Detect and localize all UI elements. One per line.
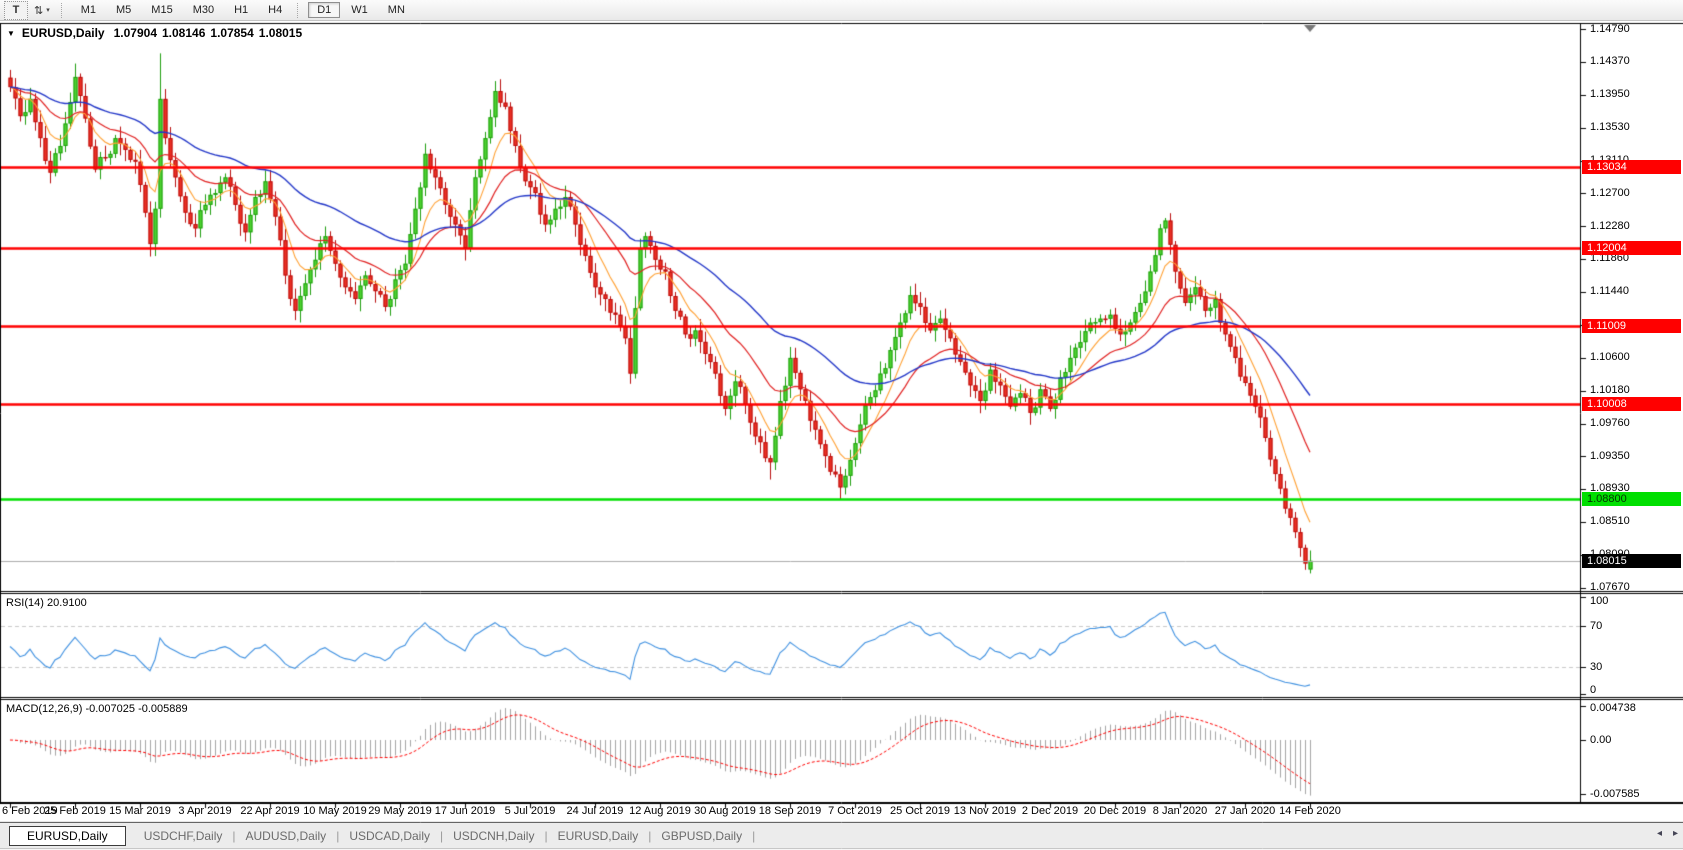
- tf-button-M15[interactable]: M15: [151, 4, 173, 16]
- chart-tab-2[interactable]: AUDUSD,Daily: [245, 828, 327, 843]
- tab-separator: |: [232, 828, 236, 843]
- level-price-tag: 1.11009: [1582, 318, 1681, 333]
- date-tick-label: 30 Aug 2019: [694, 805, 756, 817]
- date-tick-label: 14 Feb 2020: [1279, 805, 1341, 817]
- price-tick-label: 1.10180: [1590, 384, 1630, 397]
- date-tick-label: 25 Oct 2019: [890, 805, 950, 817]
- date-tick-label: 17 Jun 2019: [434, 805, 496, 817]
- tf-button-M30[interactable]: M30: [192, 4, 215, 16]
- chart-tab-3[interactable]: USDCAD,Daily: [349, 828, 430, 843]
- date-tick-label: 24 Jul 2019: [566, 805, 624, 817]
- date-tick-label: 13 Nov 2019: [953, 805, 1017, 817]
- price-tick-label: 1.12280: [1590, 219, 1630, 232]
- date-tick-label: 27 Jan 2020: [1214, 805, 1276, 817]
- level-price-tag: 1.10008: [1582, 397, 1681, 412]
- level-price-tag: 1.08800: [1582, 492, 1681, 507]
- chart-title: ▼ EURUSD,Daily 1.07904 1.08146 1.07854 1…: [7, 26, 302, 40]
- macd-tick-label: -0.007585: [1590, 787, 1640, 800]
- tab-separator: |: [544, 828, 548, 843]
- collapse-chart-icon[interactable]: ▼: [7, 28, 15, 38]
- price-tick-label: 1.08510: [1590, 515, 1630, 528]
- price-tick-label: 1.14370: [1590, 55, 1630, 68]
- date-tick-label: 15 Mar 2019: [109, 805, 171, 817]
- tab-separator: |: [648, 828, 652, 843]
- tab-scroll-arrows: ◂ ▸: [1657, 829, 1678, 839]
- chart-tab-6[interactable]: GBPUSD,Daily: [661, 828, 743, 843]
- chart-tab-4[interactable]: USDCNH,Daily: [453, 828, 535, 843]
- tf-button-M1[interactable]: M1: [80, 4, 97, 16]
- rsi-tick-label: 0: [1590, 684, 1597, 696]
- price-tick-label: 1.07670: [1590, 581, 1630, 594]
- price-tick-label: 1.10600: [1590, 351, 1630, 364]
- date-tick-label: 25 Feb 2019: [44, 805, 106, 817]
- chart-tab-5[interactable]: EURUSD,Daily: [557, 828, 639, 843]
- tf-button-D1[interactable]: D1: [308, 2, 341, 18]
- macd-indicator-label: MACD(12,26,9) -0.007025 -0.005889: [6, 703, 188, 715]
- date-tick-label: 6 Feb 2019: [2, 805, 58, 817]
- date-tick-label: 22 Apr 2019: [240, 805, 300, 817]
- price-tick-label: 1.14790: [1590, 22, 1630, 35]
- rsi-indicator-label: RSI(14) 20.9100: [6, 597, 87, 609]
- chart-symbol-label: EURUSD,Daily: [21, 26, 105, 40]
- level-price-tag: 1.13034: [1582, 159, 1681, 174]
- tab-scroll-right-icon[interactable]: ▸: [1672, 828, 1678, 839]
- toolbar-separator: [60, 2, 66, 18]
- ohlc-high: 1.08146: [162, 26, 206, 40]
- tab-scroll-left-icon[interactable]: ◂: [1656, 828, 1662, 839]
- toolbar-separator: [297, 2, 302, 18]
- tab-separator: |: [440, 828, 444, 843]
- date-tick-label: 8 Jan 2020: [1152, 805, 1208, 817]
- date-tick-label: 10 May 2019: [303, 805, 367, 817]
- date-tick-label: 7 Oct 2019: [828, 805, 882, 817]
- rsi-tick-label: 70: [1590, 619, 1603, 632]
- chevron-down-icon: ▾: [46, 7, 50, 14]
- price-tick-label: 1.13950: [1590, 88, 1630, 101]
- price-tick-label: 1.09350: [1590, 449, 1630, 462]
- pointer-tool-button[interactable]: ⇅ ▾: [34, 4, 50, 17]
- text-tool-button[interactable]: T: [4, 0, 28, 20]
- tf-button-H4[interactable]: H4: [268, 4, 283, 16]
- toolbar: T ⇅ ▾ M1 M5 M15 M30 H1 H4 D1 W1 MN: [0, 0, 1683, 21]
- date-tick-label: 3 Apr 2019: [178, 805, 232, 817]
- date-tick-label: 2 Dec 2019: [1021, 805, 1079, 817]
- tf-button-H1[interactable]: H1: [234, 4, 249, 16]
- date-tick-label: 20 Dec 2019: [1083, 805, 1147, 817]
- rsi-tick-label: 100: [1590, 595, 1609, 607]
- price-tick-label: 1.12700: [1590, 186, 1630, 199]
- chart-tab-bar: EURUSD,Daily USDCHF,Daily | AUDUSD,Daily | US…: [0, 823, 1683, 848]
- tab-separator: |: [752, 828, 756, 843]
- date-tick-label: 29 May 2019: [368, 805, 432, 817]
- chart-tab-0[interactable]: EURUSD,Daily: [9, 825, 126, 846]
- price-tick-label: 1.11860: [1590, 252, 1629, 265]
- rsi-tick-label: 30: [1590, 660, 1603, 673]
- date-tick-label: 12 Aug 2019: [629, 805, 691, 817]
- tf-button-MN[interactable]: MN: [387, 4, 405, 16]
- ohlc-open: 1.07904: [113, 26, 157, 40]
- price-tick-label: 1.11440: [1590, 285, 1629, 298]
- current-price-tag: 1.08015: [1582, 553, 1681, 568]
- macd-tick-label: 0.00: [1590, 733, 1612, 746]
- date-tick-label: 18 Sep 2019: [758, 805, 822, 817]
- tf-button-W1[interactable]: W1: [351, 4, 368, 16]
- tab-separator: |: [336, 828, 340, 843]
- price-tick-label: 1.13530: [1590, 121, 1630, 134]
- chart-tab-1[interactable]: USDCHF,Daily: [143, 828, 223, 843]
- level-price-tag: 1.12004: [1582, 240, 1681, 255]
- price-tick-label: 1.08930: [1590, 482, 1630, 495]
- ohlc-close: 1.08015: [258, 26, 303, 40]
- macd-tick-label: 0.004738: [1590, 702, 1636, 714]
- price-tick-label: 1.09760: [1590, 417, 1630, 430]
- date-tick-label: 5 Jul 2019: [504, 805, 556, 817]
- tf-button-M5[interactable]: M5: [116, 4, 132, 16]
- ohlc-low: 1.07854: [210, 26, 254, 40]
